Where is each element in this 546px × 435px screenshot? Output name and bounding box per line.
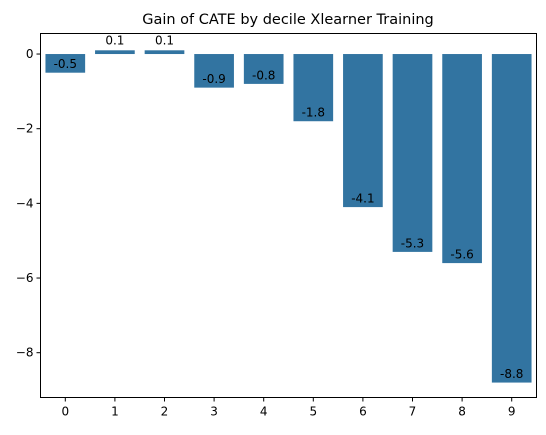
data-label-0: -0.5 — [54, 57, 77, 71]
data-label-9: -8.8 — [500, 367, 523, 381]
bar-4 — [243, 54, 284, 84]
bar-5 — [293, 54, 334, 122]
x-tick-label-2: 2 — [161, 405, 169, 419]
data-label-8: -5.6 — [450, 248, 473, 262]
x-tick-label-6: 6 — [359, 405, 367, 419]
x-tick-label-4: 4 — [260, 405, 268, 419]
data-label-2: 0.1 — [155, 33, 174, 47]
y-tick-label-4: −8 — [16, 346, 34, 360]
x-tick-label-3: 3 — [210, 405, 218, 419]
data-label-6: -4.1 — [351, 192, 374, 206]
y-tick-label-1: −2 — [16, 122, 34, 136]
y-tick-label-2: −4 — [16, 196, 34, 210]
bar-7 — [392, 54, 433, 252]
chart-title: Gain of CATE by decile Xlearner Training — [142, 12, 434, 28]
bar-0 — [45, 54, 86, 73]
bar-9 — [491, 54, 532, 383]
data-label-5: -1.8 — [302, 106, 325, 120]
data-label-3: -0.9 — [202, 72, 225, 86]
x-tick-label-0: 0 — [61, 405, 69, 419]
axes-frame — [40, 33, 537, 398]
y-tick-label-3: −6 — [16, 271, 34, 285]
x-tick-label-7: 7 — [409, 405, 417, 419]
x-tick-label-9: 9 — [508, 405, 516, 419]
bar-8 — [442, 54, 482, 264]
data-label-7: -5.3 — [401, 236, 424, 250]
data-label-4: -0.8 — [252, 68, 275, 82]
plot-area: -0.5 0 0.1 1 0.1 2 -0.9 3 -0.8 4 -1.8 5 -4.1 6 -5.3 7 -5… — [16, 33, 532, 419]
bar-3 — [194, 54, 234, 88]
x-tick-label-1: 1 — [111, 405, 119, 419]
bar-1 — [95, 50, 135, 55]
data-label-1: 0.1 — [105, 33, 124, 47]
bar-6 — [343, 54, 383, 208]
bar-2 — [144, 50, 185, 55]
x-tick-label-5: 5 — [309, 405, 317, 419]
y-tick-label-0: 0 — [26, 47, 34, 61]
x-tick-label-8: 8 — [458, 405, 466, 419]
